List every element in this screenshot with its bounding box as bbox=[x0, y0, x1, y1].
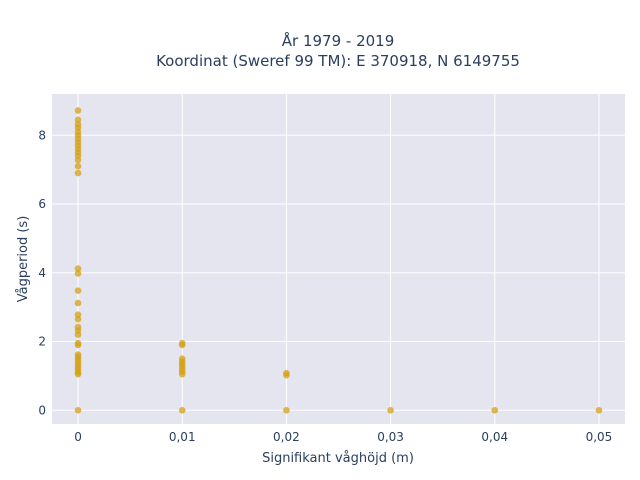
data-point bbox=[283, 406, 290, 414]
y-tick-labels: 0 2 4 6 8 bbox=[38, 128, 46, 417]
data-point bbox=[178, 370, 186, 378]
data-point bbox=[74, 370, 82, 378]
chart-title-line2: Koordinat (Sweref 99 TM): E 370918, N 61… bbox=[156, 52, 520, 70]
data-point bbox=[74, 341, 82, 349]
data-point bbox=[595, 406, 603, 414]
y-tick-label: 0 bbox=[38, 403, 46, 417]
y-tick-label: 8 bbox=[38, 128, 46, 142]
x-tick-labels: 0 0,01 0,02 0,03 0,04 0,05 bbox=[74, 430, 612, 444]
data-point bbox=[74, 169, 82, 177]
data-point bbox=[74, 331, 82, 338]
x-tick-label: 0,01 bbox=[169, 430, 196, 444]
x-tick-label: 0,04 bbox=[481, 430, 508, 444]
x-axis-label: Signifikant våghöjd (m) bbox=[262, 451, 414, 466]
grid bbox=[52, 94, 625, 424]
data-point bbox=[74, 287, 82, 294]
y-tick-label: 2 bbox=[38, 335, 46, 349]
x-tick-label: 0,02 bbox=[273, 430, 300, 444]
data-point bbox=[283, 371, 290, 379]
data-point bbox=[491, 406, 499, 414]
x-tick-label: 0,03 bbox=[377, 430, 404, 444]
data-point bbox=[387, 406, 394, 414]
x-tick-label: 0,05 bbox=[586, 430, 613, 444]
x-tick-label: 0 bbox=[74, 430, 82, 444]
data-point bbox=[74, 156, 82, 164]
data-point bbox=[74, 270, 82, 277]
data-point bbox=[74, 299, 82, 307]
plot-background bbox=[52, 94, 625, 424]
chart-title-line1: År 1979 - 2019 bbox=[282, 31, 395, 50]
data-point bbox=[74, 265, 82, 272]
data-point bbox=[74, 315, 82, 323]
y-tick-label: 4 bbox=[38, 266, 46, 280]
data-point bbox=[178, 406, 186, 414]
data-point bbox=[74, 406, 82, 414]
data-points bbox=[74, 107, 603, 414]
y-axis-label: Vågperiod (s) bbox=[16, 216, 31, 303]
data-point bbox=[74, 107, 82, 114]
y-tick-label: 6 bbox=[38, 197, 46, 211]
data-point bbox=[74, 162, 82, 170]
data-point bbox=[178, 341, 186, 349]
